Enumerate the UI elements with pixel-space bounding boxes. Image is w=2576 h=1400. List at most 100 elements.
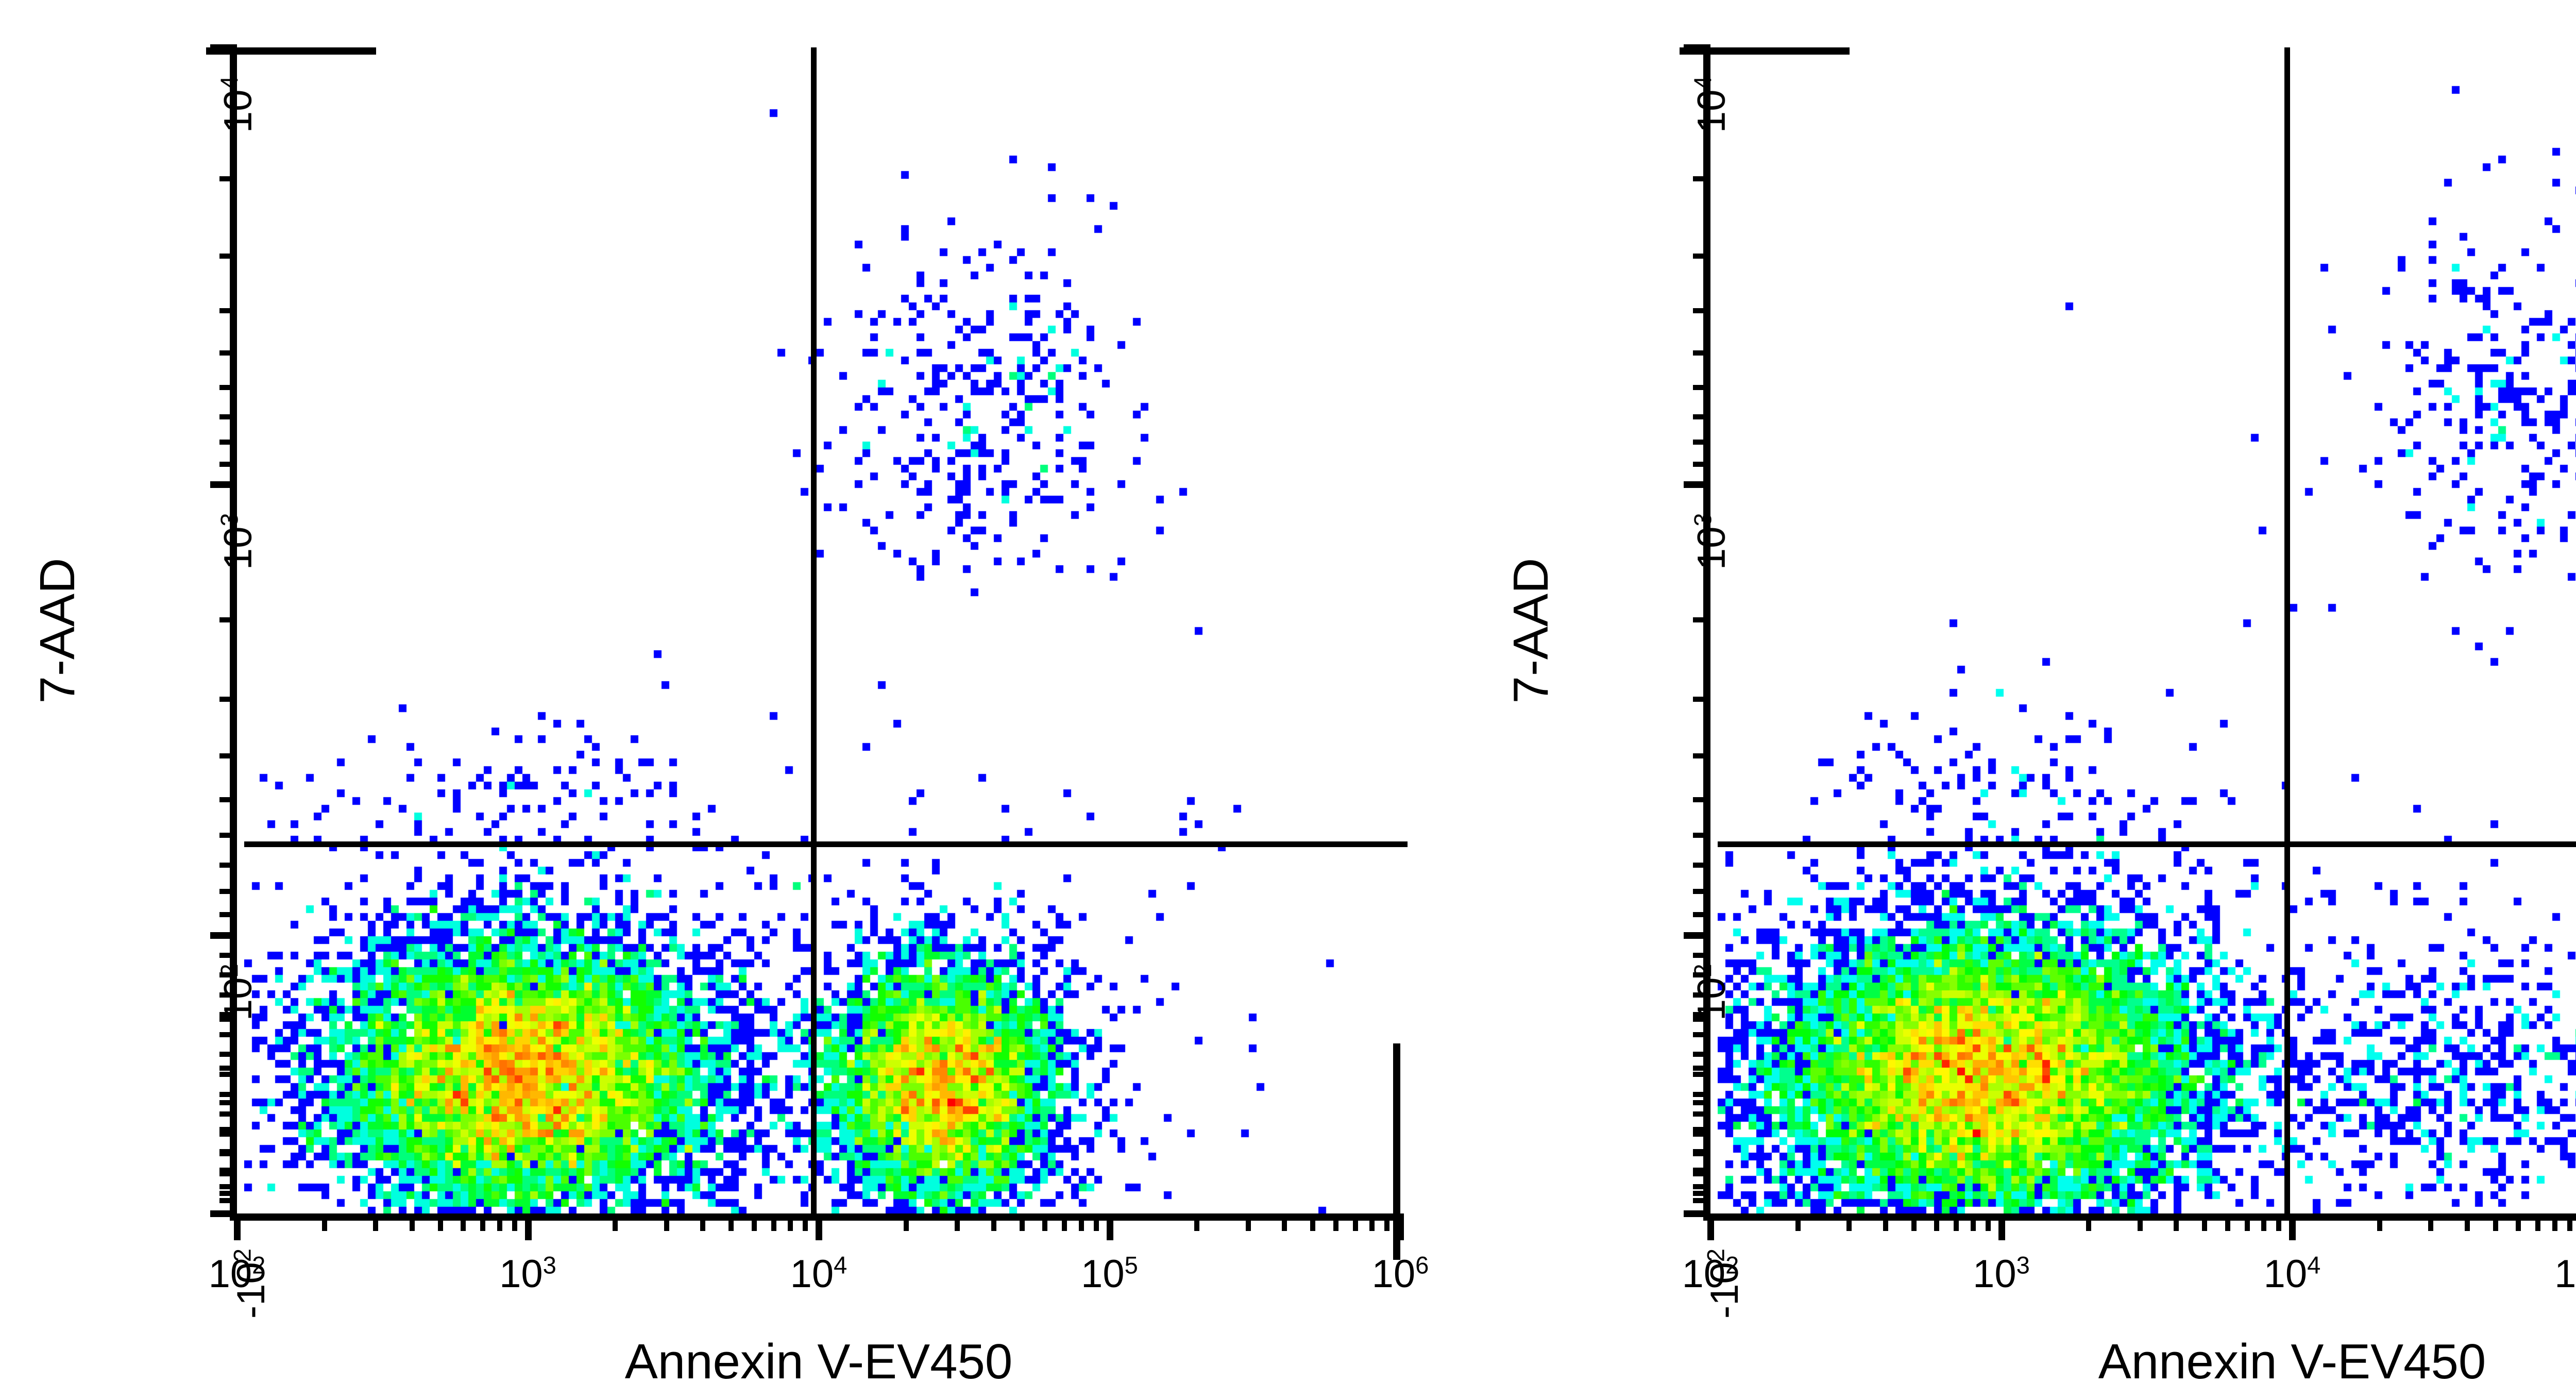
x-axis-tick: [1397, 1213, 1404, 1240]
y-axis-tick: [219, 952, 237, 958]
y-axis-tick: [1693, 617, 1710, 623]
x-axis-tick: [1194, 1213, 1200, 1231]
y-axis-tick: [1684, 1210, 1710, 1217]
x-axis-tick: [903, 1213, 909, 1231]
plot-area-left: [230, 47, 1408, 1221]
y-axis-tick: [219, 350, 237, 356]
quadrant-gate-horizontal-right[interactable]: [1718, 841, 2576, 847]
x-axis-tick: [2535, 1213, 2541, 1231]
y-axis-tick: [210, 44, 237, 51]
y-axis-tick: [219, 1072, 237, 1077]
x-axis-tick: [2174, 1213, 2179, 1231]
x-axis-tick: [2225, 1213, 2230, 1231]
y-axis-tick: [1693, 889, 1710, 895]
x-axis-tick: [2276, 1213, 2282, 1231]
x-axis-tick: [2428, 1213, 2434, 1231]
y-tick-label-10e4-left: 104: [215, 76, 260, 133]
y-axis-tick: [219, 414, 237, 419]
x-axis-tick: [1934, 1213, 1940, 1231]
x-tick-label-10e5-right: 105: [2554, 1252, 2576, 1296]
y-tick-label-10e2-left: 102: [215, 964, 260, 1021]
quadrant-gate-vertical-right[interactable]: [2284, 47, 2290, 1213]
y-axis-tick: [1693, 1191, 1710, 1196]
x-axis-title-left: Annexin V-EV450: [624, 1334, 1013, 1389]
x-axis-tick: [1078, 1213, 1084, 1231]
x-axis-tick: [1019, 1213, 1025, 1231]
x-axis-tick: [1093, 1213, 1099, 1231]
x-axis-tick: [1911, 1213, 1917, 1231]
y-axis-tick: [1693, 1184, 1710, 1189]
y-axis-tick: [1693, 253, 1710, 259]
y-axis-tick: [1693, 1198, 1710, 1204]
x-axis-tick: [2377, 1213, 2382, 1231]
x-axis-tick: [1985, 1213, 1991, 1231]
y-axis-tick: [1693, 697, 1710, 702]
axis-frame-top-cap-right: [1680, 47, 1850, 55]
y-tick-label-10e2-right: 102: [1689, 964, 1734, 1021]
x-tick-label-10e4-left: 104: [790, 1251, 848, 1296]
x-axis-tick: [234, 1213, 241, 1240]
y-axis-tick: [1693, 753, 1710, 758]
y-axis-tick: [1693, 992, 1710, 998]
x-tick-label-10e3-left: 103: [499, 1251, 556, 1296]
x-axis-tick: [1062, 1213, 1067, 1231]
y-axis-tick: [219, 1052, 237, 1057]
y-axis-tick: [1693, 1100, 1710, 1106]
y-axis-tick: [1693, 1131, 1710, 1137]
y-axis-tick: [1693, 797, 1710, 802]
y-axis-tick: [219, 1111, 237, 1117]
y-axis-tick: [219, 1184, 237, 1189]
x-axis-tick: [816, 1213, 822, 1240]
y-axis-tick: [219, 863, 237, 868]
x-tick-label-10e2-right: 102: [1682, 1251, 1739, 1296]
x-axis-tick: [461, 1213, 466, 1231]
y-axis-tick: [1693, 1127, 1710, 1133]
y-axis-tick: [219, 992, 237, 998]
x-tick-label-10e5-left: 105: [1081, 1251, 1138, 1296]
x-axis-tick: [512, 1213, 517, 1231]
x-axis-tick: [1042, 1213, 1048, 1231]
quadrant-gate-horizontal-left[interactable]: [244, 841, 1408, 847]
y-axis-tick: [219, 1012, 237, 1018]
x-axis-tick: [524, 1213, 532, 1240]
y-axis-tick: [1693, 1151, 1710, 1157]
density-scatter-canvas-left: [244, 47, 1408, 1213]
y-axis-tick: [219, 832, 237, 838]
y-axis-tick: [219, 889, 237, 895]
x-axis-tick: [751, 1213, 757, 1231]
y-axis-tick: [1693, 350, 1710, 356]
y-axis-tick: [219, 1191, 237, 1196]
x-axis-tick: [1310, 1213, 1316, 1231]
x-axis-tick: [1384, 1213, 1390, 1231]
x-axis-tick: [2464, 1213, 2470, 1231]
x-axis-tick: [2137, 1213, 2143, 1231]
y-axis-tick: [1693, 1012, 1710, 1018]
y-axis-tick: [219, 384, 237, 390]
y-axis-tick: [1693, 439, 1710, 445]
x-axis-tick: [1333, 1213, 1338, 1231]
y-axis-tick: [219, 253, 237, 259]
y-axis-tick: [219, 1168, 237, 1173]
y-axis-tick: [219, 972, 237, 978]
y-axis-tick: [219, 1127, 237, 1133]
y-axis-tick: [1693, 462, 1710, 467]
x-axis-tick: [1282, 1213, 1287, 1231]
x-axis-tick: [1998, 1213, 2005, 1240]
y-axis-tick: [1684, 481, 1710, 488]
y-axis-tick: [1693, 1052, 1710, 1057]
x-tick-label-10e3-right: 103: [1973, 1251, 2030, 1296]
quadrant-gate-vertical-left[interactable]: [811, 47, 817, 1213]
x-axis-tick: [2493, 1213, 2498, 1231]
y-axis-tick: [210, 1210, 237, 1217]
x-axis-tick: [321, 1213, 327, 1231]
y-axis-tick: [219, 753, 237, 758]
y-axis-tick: [219, 1091, 237, 1097]
y-axis-tick: [210, 932, 237, 939]
y-axis-tick: [1684, 44, 1710, 51]
x-axis-tick: [1245, 1213, 1251, 1231]
x-axis-tick: [700, 1213, 706, 1231]
y-axis-tick: [1693, 1065, 1710, 1071]
y-axis-tick: [219, 1198, 237, 1204]
x-axis-tick: [2244, 1213, 2250, 1231]
y-axis-title-right: 7-AAD: [1503, 558, 1558, 703]
